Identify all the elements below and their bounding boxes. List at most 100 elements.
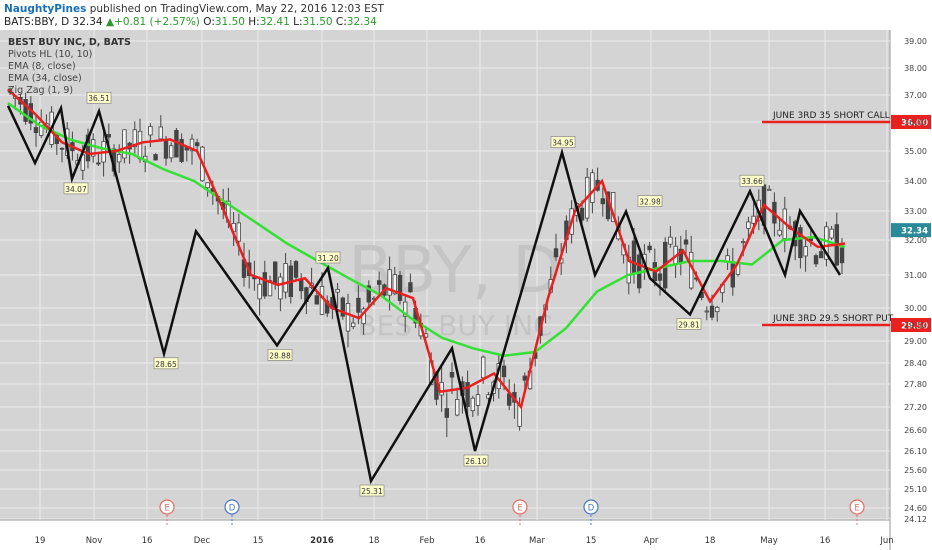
candle-down xyxy=(293,261,299,278)
watermark-symbol: BBY, D xyxy=(348,234,561,308)
candle-down xyxy=(194,142,200,147)
legend-item-ema8[interactable]: EMA (8, close) xyxy=(8,61,76,72)
legend-item-pivots[interactable]: Pivots HL (10, 10) xyxy=(8,49,93,60)
candle-up xyxy=(319,286,325,315)
low-value: 31.50 xyxy=(302,16,333,28)
candle-down xyxy=(272,261,278,284)
author-link[interactable]: NaughtyPines xyxy=(4,3,87,15)
open-value: 31.50 xyxy=(214,16,245,28)
time-axis[interactable] xyxy=(0,520,890,550)
candle-up xyxy=(668,236,673,245)
level-badge-value: 36.00 xyxy=(901,119,928,129)
candle-down xyxy=(579,207,585,221)
candle-up xyxy=(767,188,772,191)
time-tick-label: 15 xyxy=(586,536,597,546)
candle-down xyxy=(33,127,39,134)
publish-line: NaughtyPines published on TradingView.co… xyxy=(4,3,384,15)
candle-down xyxy=(449,371,455,378)
candle-up xyxy=(480,356,486,379)
candle-up xyxy=(402,301,408,317)
symbol-label: BATS:BBY, D xyxy=(4,16,70,28)
zigzag-line xyxy=(6,103,842,485)
candle-up xyxy=(158,126,163,140)
legend-item-zigzag[interactable]: Zig Zag (1, 9) xyxy=(8,85,74,96)
candle-down xyxy=(179,138,184,162)
candle-up xyxy=(91,139,96,157)
pivot-label: 28.88 xyxy=(269,351,291,360)
pivot-box xyxy=(637,195,663,207)
candle-down xyxy=(798,227,803,259)
time-tick-label: Nov xyxy=(86,536,103,546)
price-tick-label: 32.00 xyxy=(904,236,927,245)
price-tick-label: 38.00 xyxy=(904,64,927,73)
legend-item-symbol[interactable]: BEST BUY INC, D, BATS xyxy=(8,37,131,48)
change-value: +0.81 (+2.57%) xyxy=(114,16,200,28)
candle-down xyxy=(839,247,845,264)
legend-item-ema34[interactable]: EMA (34, close) xyxy=(8,73,82,84)
candle-up xyxy=(590,172,595,203)
pivot-labels: 36.51 34.07 28.65 28.88 31.20 25.31 26.10 34.95… xyxy=(63,91,765,497)
price-tick-label: 27.80 xyxy=(904,380,927,389)
event-label: E xyxy=(164,504,169,514)
price-levels: JUNE 3RD 35 SHORT CALL 36.00 JUNE 3RD 29.5… xyxy=(762,111,931,332)
price-axis-labels: 24.12 24.60 25.10 25.60 26.10 26.60 27.20 27.80… xyxy=(904,37,927,524)
price-tick-label: 37.00 xyxy=(904,91,927,100)
candle-up xyxy=(392,274,397,295)
price-tick-label: 26.10 xyxy=(904,447,927,456)
candle-down xyxy=(819,251,824,259)
time-axis-labels: 19 Nov 16 Dec 15 2016 18 Feb 16 Mar 15 Apr 18 May 16 Ju… xyxy=(35,536,894,546)
candle-up xyxy=(137,130,143,160)
candle-down xyxy=(522,375,527,381)
pivot-label: 32.98 xyxy=(639,198,661,207)
price-tick-label: 29.00 xyxy=(904,337,927,346)
candle-up xyxy=(824,226,829,260)
quote-line: BATS:BBY, D 32.34 ▲+0.81 (+2.57%) O:31.5… xyxy=(4,16,377,28)
price-tick-label: 24.60 xyxy=(904,504,927,513)
time-tick-label: 2016 xyxy=(310,536,334,546)
candle-up xyxy=(704,310,709,313)
candle-down xyxy=(465,382,470,408)
candle-up xyxy=(470,397,475,412)
time-tick-label: 19 xyxy=(35,536,46,546)
candle-up xyxy=(257,283,262,300)
candle-down xyxy=(23,99,28,122)
candle-up xyxy=(335,288,340,293)
candle-up xyxy=(168,145,174,159)
indicator-legend: BEST BUY INC, D, BATS Pivots HL (10, 10)… xyxy=(8,37,131,97)
price-chart[interactable]: BBY, D BEST BUY INC 36.51 34.07 28.65 28.88… xyxy=(0,30,932,550)
event-marker xyxy=(512,499,528,515)
candle-up xyxy=(148,126,153,136)
candle-up xyxy=(803,246,808,257)
last-price-badge xyxy=(891,223,931,238)
last-price-value: 32.34 xyxy=(901,227,928,237)
candle-up xyxy=(751,215,756,224)
time-tick-label: Apr xyxy=(644,536,659,546)
pivot-label: 34.95 xyxy=(552,139,574,148)
price-tick-label: 30.00 xyxy=(904,304,927,313)
pivot-box xyxy=(550,136,576,148)
time-tick-label: 16 xyxy=(820,536,831,546)
candle-down xyxy=(163,139,169,159)
candle-up xyxy=(132,129,137,148)
level-badge-value: 29.50 xyxy=(901,322,928,332)
candle-down xyxy=(397,274,403,301)
level-badge xyxy=(891,115,931,129)
time-tick-label: Mar xyxy=(529,536,546,546)
candle-up xyxy=(746,221,751,229)
pivot-box xyxy=(153,357,179,370)
candle-down xyxy=(153,154,158,161)
event-label: D xyxy=(229,504,236,514)
candle-up xyxy=(189,138,195,152)
candle-up xyxy=(283,263,288,293)
candle-up xyxy=(715,306,720,313)
pivot-label: 28.65 xyxy=(155,360,177,369)
pivot-box xyxy=(359,484,385,497)
candle-down xyxy=(553,248,559,258)
candle-down xyxy=(298,279,304,292)
level-badge xyxy=(891,318,931,332)
candle-down xyxy=(376,280,382,285)
pivot-box xyxy=(739,174,765,187)
pivot-label: 25.31 xyxy=(361,487,383,496)
event-marker xyxy=(224,499,240,515)
candle-down xyxy=(340,297,345,317)
